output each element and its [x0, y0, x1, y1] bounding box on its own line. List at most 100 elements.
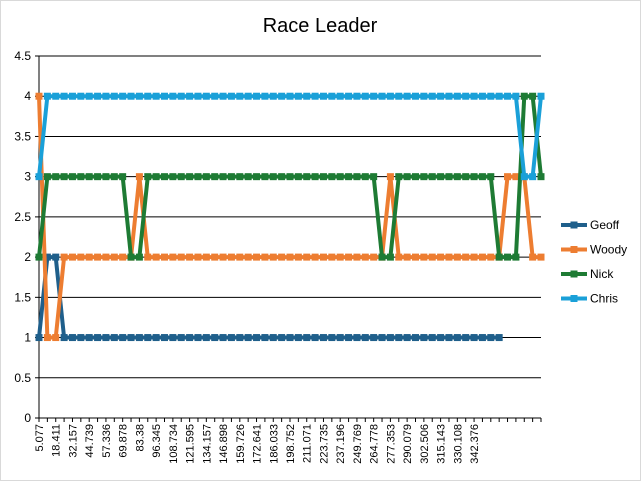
data-point — [202, 334, 210, 342]
data-point — [85, 334, 93, 342]
x-tick-label: 277.353 — [385, 424, 397, 464]
data-point — [202, 173, 210, 181]
data-point — [127, 253, 135, 261]
data-point — [345, 253, 353, 261]
data-point — [202, 253, 210, 261]
data-point — [478, 334, 486, 342]
data-point — [110, 173, 118, 181]
data-point — [177, 92, 185, 100]
data-point — [487, 92, 495, 100]
data-point — [303, 92, 311, 100]
data-point — [135, 173, 143, 181]
data-point — [152, 92, 160, 100]
data-point — [319, 253, 327, 261]
data-point — [68, 334, 76, 342]
data-point — [244, 334, 252, 342]
data-point — [119, 253, 127, 261]
x-tick-label: 172.641 — [252, 424, 264, 464]
data-point — [453, 334, 461, 342]
series-woody — [35, 92, 545, 342]
data-point — [94, 173, 102, 181]
data-point — [311, 173, 319, 181]
x-tick-label: 315.143 — [436, 424, 448, 464]
chart-title: Race Leader — [263, 15, 378, 37]
x-axis: 5.077 18.411 32.157 44.739 57.336 69.878 83.38… — [34, 417, 542, 464]
data-point — [85, 173, 93, 181]
x-tick-label: 69.878 — [118, 424, 130, 458]
data-point — [470, 334, 478, 342]
data-point — [127, 92, 135, 100]
data-point — [504, 92, 512, 100]
data-point — [303, 334, 311, 342]
data-point — [512, 173, 520, 181]
data-point — [161, 173, 168, 181]
data-point — [211, 334, 219, 342]
data-point — [445, 253, 453, 261]
legend-swatch-marker — [570, 246, 578, 253]
data-point — [470, 253, 478, 261]
data-point — [269, 334, 277, 342]
data-point — [495, 253, 503, 261]
data-point — [428, 334, 436, 342]
data-point — [102, 253, 110, 261]
data-point — [211, 253, 219, 261]
data-point — [261, 173, 269, 181]
data-point — [361, 173, 369, 181]
data-point — [253, 253, 261, 261]
legend-item-geoff: Geoff — [561, 218, 620, 232]
data-point — [462, 253, 470, 261]
data-point — [378, 253, 386, 261]
data-point — [311, 92, 319, 100]
data-point — [370, 92, 378, 100]
data-point — [412, 173, 419, 181]
data-point — [278, 173, 286, 181]
data-point — [370, 173, 378, 181]
data-point — [68, 173, 76, 181]
data-point — [35, 92, 43, 100]
data-point — [52, 173, 60, 181]
data-point — [512, 253, 520, 261]
data-point — [336, 334, 344, 342]
data-point — [135, 253, 143, 261]
data-point — [286, 334, 294, 342]
data-point — [35, 173, 43, 181]
data-point — [177, 173, 185, 181]
data-point — [119, 334, 127, 342]
y-tick-label: 4 — [24, 89, 31, 103]
data-point — [470, 173, 478, 181]
data-point — [261, 334, 269, 342]
data-point — [269, 92, 277, 100]
legend-item-nick: Nick — [561, 267, 614, 281]
data-point — [169, 334, 177, 342]
legend-label: Geoff — [590, 218, 620, 232]
data-point — [227, 334, 235, 342]
data-point — [77, 173, 85, 181]
data-point — [294, 92, 302, 100]
legend-item-woody: Woody — [561, 243, 627, 257]
data-point — [127, 334, 135, 342]
data-point — [85, 92, 93, 100]
data-point — [412, 334, 419, 342]
data-point — [403, 173, 411, 181]
data-point — [361, 253, 369, 261]
data-point — [94, 92, 102, 100]
data-point — [353, 173, 361, 181]
data-point — [428, 173, 436, 181]
legend-swatch-marker — [570, 221, 578, 229]
data-point — [119, 92, 127, 100]
data-point — [453, 92, 461, 100]
data-point — [94, 253, 102, 261]
data-point — [537, 253, 545, 261]
data-point — [261, 92, 269, 100]
data-point — [361, 334, 369, 342]
data-point — [144, 92, 152, 100]
data-point — [152, 253, 160, 261]
data-point — [370, 253, 378, 261]
data-point — [420, 92, 428, 100]
data-point — [529, 173, 537, 181]
plot-series — [35, 92, 545, 342]
y-tick-label: 0 — [24, 411, 31, 425]
data-point — [219, 92, 227, 100]
data-point — [453, 253, 461, 261]
